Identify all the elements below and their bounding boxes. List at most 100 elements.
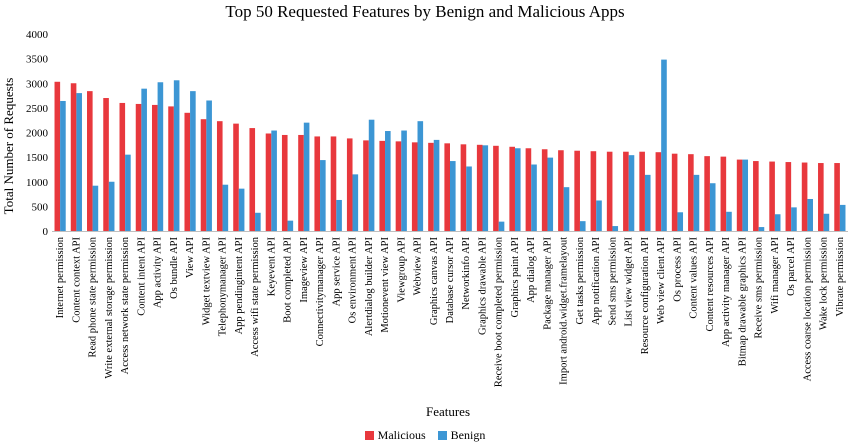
bar-benign [596,200,602,231]
x-tick-label: Content intent API [136,236,147,315]
x-tick-label: Access network state permission [120,236,131,374]
x-tick-label: App notification API [591,236,602,325]
y-tick-label: 1500 [26,152,49,164]
bar-benign [271,130,277,231]
bar-benign [807,198,813,231]
bar-malicious [233,123,239,231]
bar-malicious [688,154,694,231]
x-tick-label: Motionevent view API [380,237,391,333]
chart-title: Top 50 Requested Features by Benign and … [225,2,625,21]
bar-benign [238,188,245,231]
bar-benign [385,131,391,231]
x-tick-label: Read phone state permission [88,236,99,357]
bar-benign [823,213,830,231]
bar-benign [190,91,196,231]
bar-malicious [623,151,629,231]
bar-benign [401,130,407,231]
x-tick-label: Networkinfo API [461,237,472,310]
bar-benign [563,187,570,231]
bar-malicious [736,159,743,231]
bar-benign [320,160,326,231]
bar-benign [498,221,505,231]
bar-benign [352,174,359,231]
x-tick-label: List view widget API [624,237,635,327]
bar-malicious [769,161,775,231]
x-tick-label: Os bundle API [169,237,180,299]
bar-malicious [606,151,613,231]
bar-benign [173,80,180,231]
bar-malicious [558,150,564,231]
y-axis-title: Total Number of Requests [1,78,16,215]
bar-malicious [411,142,418,231]
bar-malicious [574,150,580,231]
bar-benign [60,100,66,231]
bar-malicious [314,136,321,231]
legend-swatch [437,431,447,440]
bar-benign [303,122,310,231]
bar-benign [336,199,342,231]
x-tick-label: Alertdialog builder API [364,237,375,337]
x-tick-label: Import android.widget.framelayout [559,237,570,385]
bar-benign [839,204,846,231]
bar-benign [433,139,440,231]
bar-malicious [265,133,272,231]
x-tick-label: Database cursor API [445,237,456,324]
bar-benign [157,82,164,231]
bar-benign [466,166,472,231]
x-tick-label: Resource configuration API [640,237,651,355]
bar-malicious [834,163,840,231]
bar-malicious [151,104,158,231]
x-tick-label: Wifi manager API [770,237,781,314]
bar-malicious [346,138,353,231]
bar-malicious [87,91,93,231]
bar-benign [547,157,554,231]
bar-benign [758,227,765,231]
bar-benign [287,220,294,231]
bar-malicious [200,119,207,231]
bar-benign [791,207,797,231]
x-tick-label: Bitmap drawable graphics API [737,237,748,367]
bar-benign [531,164,537,231]
bar-malicious [249,128,256,231]
bar-malicious [395,141,402,231]
bar-benign [368,119,375,231]
x-tick-label: Package manager API [542,236,553,329]
x-tick-label: App dialog API [526,237,537,303]
bar-malicious [363,140,369,231]
x-tick-label: Os process API [672,236,683,301]
y-tick-label: 1000 [26,177,49,189]
bar-benign [125,154,131,231]
bar-malicious [509,146,515,231]
x-tick-label: Graphics canvas API [429,236,440,325]
x-tick-label: Web view client API [656,237,667,324]
x-tick-label: Wake lock permission [819,236,830,330]
bar-malicious [720,156,727,231]
bar-benign [92,185,99,231]
x-tick-label: Os environment API [348,236,359,323]
bar-benign [514,148,521,231]
x-tick-label: Telephonymanager API [218,236,229,336]
bar-benign [677,212,684,231]
bars-group [54,59,846,232]
x-tick-label: Content resources API [705,237,716,332]
bar-malicious [168,106,174,231]
bar-malicious [476,144,483,231]
bar-malicious [590,151,597,231]
x-tick-label: Imageview API [299,237,310,303]
bar-benign [774,214,781,231]
x-tick-label: View API [185,236,196,278]
bar-malicious [428,142,434,231]
x-tick-label: Write external storage permission [104,236,115,378]
bar-malicious [639,151,645,231]
bar-malicious [119,102,126,231]
bar-malicious [671,153,678,231]
bar-benign [482,145,489,231]
bar-malicious [379,140,386,231]
bar-malicious [785,162,792,231]
x-axis: Internet permission Content context API Re… [52,231,848,387]
bar-malicious [493,145,499,231]
y-tick-label: 2000 [26,128,49,140]
x-tick-label: Widget textview API [201,237,212,326]
bar-benign [726,211,732,231]
bar-malicious [704,156,710,231]
